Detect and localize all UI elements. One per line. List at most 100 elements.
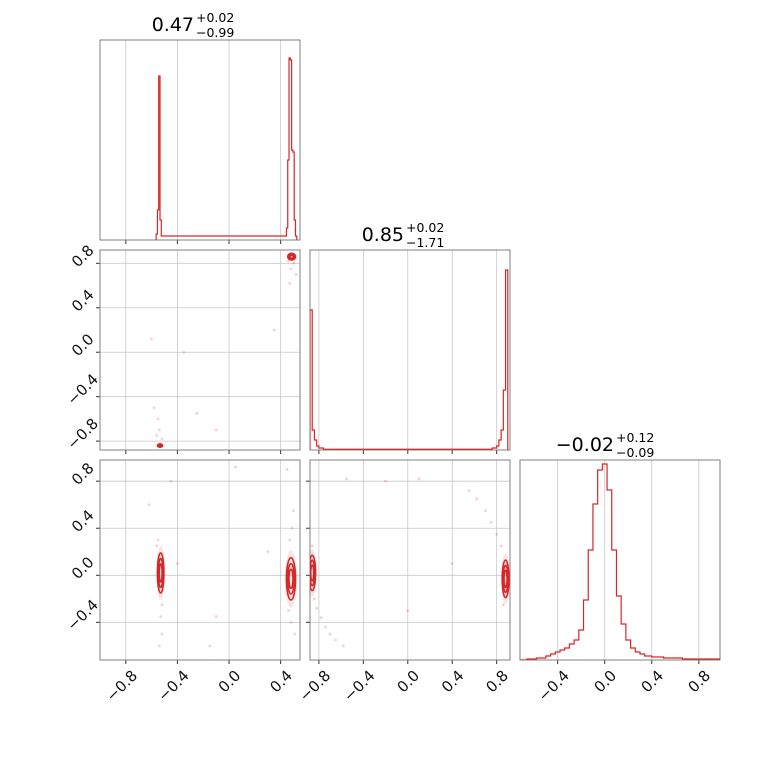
kde-contour bbox=[501, 559, 510, 599]
scatter-point bbox=[324, 625, 327, 629]
scatter-point bbox=[315, 606, 319, 610]
scatter-point bbox=[495, 532, 499, 536]
scatter-point bbox=[272, 328, 276, 332]
scatter-point bbox=[214, 428, 218, 432]
x-tick-label: 0.4 bbox=[266, 667, 296, 697]
histogram-bin bbox=[574, 640, 579, 660]
histogram-bin bbox=[612, 550, 617, 660]
scatter-point bbox=[294, 273, 298, 276]
histogram-bin bbox=[551, 654, 556, 660]
scatter-point bbox=[150, 337, 154, 341]
scatter-point bbox=[157, 428, 161, 432]
y-tick-label: 0.0 bbox=[68, 553, 98, 583]
kde-contour bbox=[310, 564, 315, 582]
kde-contour bbox=[286, 562, 296, 595]
axes-frame bbox=[99, 459, 301, 661]
scatter-point bbox=[341, 644, 345, 648]
histogram-bin bbox=[565, 648, 570, 660]
histogram-title-2: 0.85 +0.02−1.71 bbox=[362, 220, 445, 250]
scatter-point bbox=[417, 477, 421, 481]
x-tick-label: −0.8 bbox=[296, 667, 334, 705]
histogram-bin bbox=[626, 640, 631, 660]
scatter-point bbox=[292, 261, 295, 265]
histogram-bin bbox=[588, 550, 593, 660]
scatter-point bbox=[384, 479, 387, 483]
scatter-point bbox=[155, 434, 159, 437]
scatter-point bbox=[328, 632, 332, 636]
histogram-bin bbox=[635, 652, 640, 660]
histogram-bin bbox=[607, 490, 612, 660]
scatter-point bbox=[489, 520, 493, 524]
scatter-panel-3 bbox=[306, 459, 511, 664]
histogram-bin bbox=[631, 648, 636, 660]
scatter-point bbox=[195, 411, 199, 415]
x-tick-label: 0.0 bbox=[393, 667, 423, 697]
y-tick-label: 0.0 bbox=[68, 330, 98, 360]
panel-content bbox=[147, 465, 298, 648]
scatter-point bbox=[234, 465, 237, 469]
panel-content bbox=[150, 252, 298, 449]
scatter-point bbox=[313, 597, 316, 601]
histogram-panel-3 bbox=[519, 459, 721, 664]
scatter-point bbox=[499, 544, 503, 548]
scatter-point bbox=[156, 538, 160, 542]
histogram-panel-1 bbox=[99, 39, 301, 244]
kde-contour bbox=[158, 444, 162, 448]
scatter-point bbox=[155, 544, 159, 548]
kde-contour bbox=[288, 568, 294, 590]
histogram-bin bbox=[560, 650, 565, 660]
scatter-panel-2 bbox=[96, 459, 301, 664]
scatter-point bbox=[293, 632, 297, 636]
scatter-point bbox=[160, 632, 164, 636]
axes-frame bbox=[309, 249, 511, 451]
kde-contour bbox=[288, 253, 296, 260]
x-tick-label: −0.4 bbox=[534, 667, 572, 705]
x-tick-label: 0.4 bbox=[438, 667, 468, 697]
scatter-point bbox=[310, 544, 314, 548]
scatter-point bbox=[182, 350, 186, 354]
x-tick-label: −0.4 bbox=[340, 667, 378, 705]
y-tick-label: 0.8 bbox=[68, 459, 98, 489]
scatter-point bbox=[467, 489, 471, 492]
x-tick-label: 0.8 bbox=[482, 667, 512, 697]
histogram-title-1: 0.47 +0.02−0.99 bbox=[152, 10, 235, 40]
axes-frame bbox=[99, 249, 301, 451]
y-tick-label: −0.4 bbox=[64, 370, 102, 408]
scatter-point bbox=[289, 620, 293, 624]
histogram-bin bbox=[569, 644, 574, 660]
title-plus: +0.12 bbox=[616, 430, 654, 445]
title-median: 0.85 bbox=[362, 224, 404, 246]
scatter-point bbox=[450, 562, 454, 565]
scatter-point bbox=[160, 603, 164, 607]
x-tick-label: 0.0 bbox=[590, 667, 620, 697]
histogram-step bbox=[155, 57, 298, 240]
scatter-point bbox=[289, 267, 293, 271]
scatter-point bbox=[157, 644, 161, 648]
title-minus: −1.71 bbox=[406, 235, 444, 250]
scatter-point bbox=[345, 477, 349, 481]
title-plus: +0.02 bbox=[406, 220, 444, 235]
title-minus: −0.99 bbox=[196, 25, 234, 40]
x-tick-label: −0.4 bbox=[154, 667, 192, 705]
scatter-point bbox=[288, 538, 292, 542]
scatter-point bbox=[156, 417, 160, 421]
histogram-title-3: −0.02 +0.12−0.09 bbox=[556, 430, 655, 460]
scatter-panel-1 bbox=[96, 249, 301, 454]
y-tick-label: −0.8 bbox=[64, 415, 102, 453]
histogram-step bbox=[520, 463, 720, 660]
kde-contour bbox=[285, 556, 297, 601]
kde-contour bbox=[157, 557, 164, 589]
histogram-step bbox=[310, 269, 509, 450]
scatter-point bbox=[208, 644, 212, 648]
scatter-point bbox=[290, 526, 294, 530]
x-tick-label: 0.0 bbox=[215, 667, 245, 697]
x-tick-label: 0.4 bbox=[637, 667, 667, 697]
histogram-bin bbox=[593, 504, 598, 660]
y-tick-label: 0.4 bbox=[68, 286, 98, 316]
scatter-point bbox=[286, 259, 290, 263]
scatter-point bbox=[286, 609, 290, 612]
kde-contour bbox=[310, 559, 316, 587]
scatter-point bbox=[169, 479, 173, 483]
scatter-point bbox=[160, 437, 164, 441]
title-plus: +0.02 bbox=[196, 10, 234, 25]
